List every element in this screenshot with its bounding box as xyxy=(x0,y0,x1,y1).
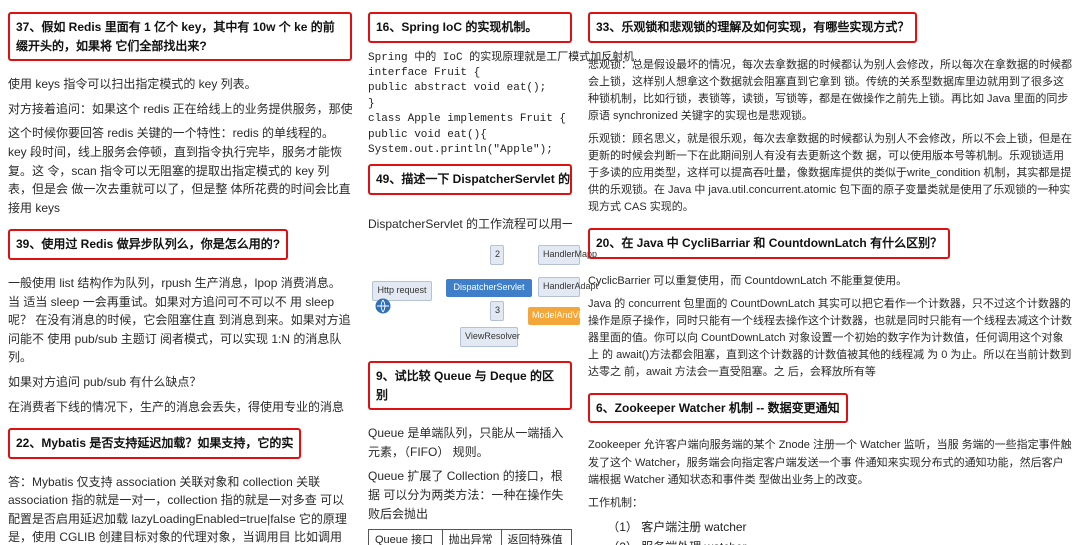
question-16-title: 16、Spring IoC 的实现机制。 xyxy=(368,12,572,43)
question-33-title: 33、乐观锁和悲观锁的理解及如何实现，有哪些实现方式？ xyxy=(588,12,917,43)
q20-p1: CyclicBarrier 可以重复使用，而 CountdownLatch 不能… xyxy=(588,273,1072,290)
q39-p1: 一般使用 list 结构作为队列，rpush 生产消息，lpop 消费消息。当 … xyxy=(8,274,352,367)
diagram-ha-box: HandlerAdapt xyxy=(538,277,580,297)
diagram-hm-box: HandlerMapp xyxy=(538,245,580,265)
q49-p1: DispatcherServlet 的工作流程可以用一幅图 xyxy=(368,215,572,234)
th-iface: Queue 接口 xyxy=(369,530,443,545)
q6-p2: 工作机制： xyxy=(588,495,1072,512)
q9-p1: Queue 是单端队列，只能从一端插入元素，（FIFO） 规则。 xyxy=(368,424,572,461)
queue-deque-table: Queue 接口 抛出异常 返回特殊值 插入队尾 add(E e) offer(… xyxy=(368,529,572,545)
diagram-vr-box: ViewResolver xyxy=(460,327,518,347)
table-row: Queue 接口 抛出异常 返回特殊值 xyxy=(369,530,572,545)
q9-p2: Queue 扩展了 Collection 的接口，根据 可以分为两类方法：一种在… xyxy=(368,467,572,523)
question-22-title: 22、Mybatis 是否支持延迟加载？如果支持，它的实 xyxy=(8,428,301,459)
dispatcher-servlet-diagram: Http request DispatcherServlet HandlerMa… xyxy=(368,239,578,349)
th-throw: 抛出异常 xyxy=(442,530,501,545)
column-left: 37、假如 Redis 里面有 1 亿个 key，其中有 10w 个 ke 的前… xyxy=(0,0,360,545)
q37-p1: 使用 keys 指令可以扫出指定模式的 key 列表。 xyxy=(8,75,352,94)
question-6-title: 6、Zookeeper Watcher 机制 -- 数据变更通知 xyxy=(588,393,848,424)
list-item: （1） 客户端注册 watcher xyxy=(607,518,1072,537)
question-20-title: 20、在 Java 中 CycliBarriar 和 CountdownLatc… xyxy=(588,228,950,259)
q33-p1: 悲观锁：总是假设最坏的情况，每次去拿数据的时候都认为别人会修改，所以每次在拿数据… xyxy=(588,57,1072,125)
q20-p2: Java 的 concurrent 包里面的 CountDownLatch 其实… xyxy=(588,296,1072,381)
q16-code: Spring 中的 IoC 的实现原理就是工厂模式加反射机 interface … xyxy=(368,51,572,159)
ie-icon xyxy=(374,297,392,315)
question-39-title: 39、使用过 Redis 做异步队列么，你是怎么用的? xyxy=(8,229,288,260)
q37-p2: 对方接着追问：如果这个 redis 正在给线上的业务提供服务，那使 题？ xyxy=(8,100,352,119)
question-49-title: 49、描述一下 DispatcherServlet 的工 xyxy=(368,164,572,195)
q6-p1: Zookeeper 允许客户端向服务端的某个 Znode 注册一个 Watche… xyxy=(588,437,1072,488)
column-right: 33、乐观锁和悲观锁的理解及如何实现，有哪些实现方式？ 悲观锁：总是假设最坏的情… xyxy=(580,0,1080,545)
q22-p1: 答：Mybatis 仅支持 association 关联对象和 collecti… xyxy=(8,473,352,545)
q6-steps-list: （1） 客户端注册 watcher （2） 服务端处理 watcher （3） … xyxy=(588,518,1072,545)
diagram-n2: 2 xyxy=(490,245,504,265)
question-9-title: 9、试比较 Queue 与 Deque 的区别 xyxy=(368,361,572,410)
question-37-title: 37、假如 Redis 里面有 1 亿个 key，其中有 10w 个 ke 的前… xyxy=(8,12,352,61)
list-item: （2） 服务端处理 watcher xyxy=(607,538,1072,545)
diagram-n3: 3 xyxy=(490,301,504,321)
q39-p3: 在消费者下线的情况下，生产的消息会丢失，得使用专业的消息 xyxy=(8,398,352,417)
q33-p2: 乐观锁：顾名思义，就是很乐观，每次去拿数据的时候都认为别人不会修改，所以不会上锁… xyxy=(588,131,1072,216)
column-middle: 16、Spring IoC 的实现机制。 Spring 中的 IoC 的实现原理… xyxy=(360,0,580,545)
q39-p2: 如果对方追问 pub/sub 有什么缺点？ xyxy=(8,373,352,392)
q37-p3: 这个时候你要回答 redis 关键的一个特性：redis 的单线程的。key 段… xyxy=(8,124,352,217)
diagram-mv-box: ModelAndView xyxy=(528,307,580,325)
th-ret: 返回特殊值 xyxy=(501,530,571,545)
diagram-dispatcher-box: DispatcherServlet xyxy=(446,279,532,297)
